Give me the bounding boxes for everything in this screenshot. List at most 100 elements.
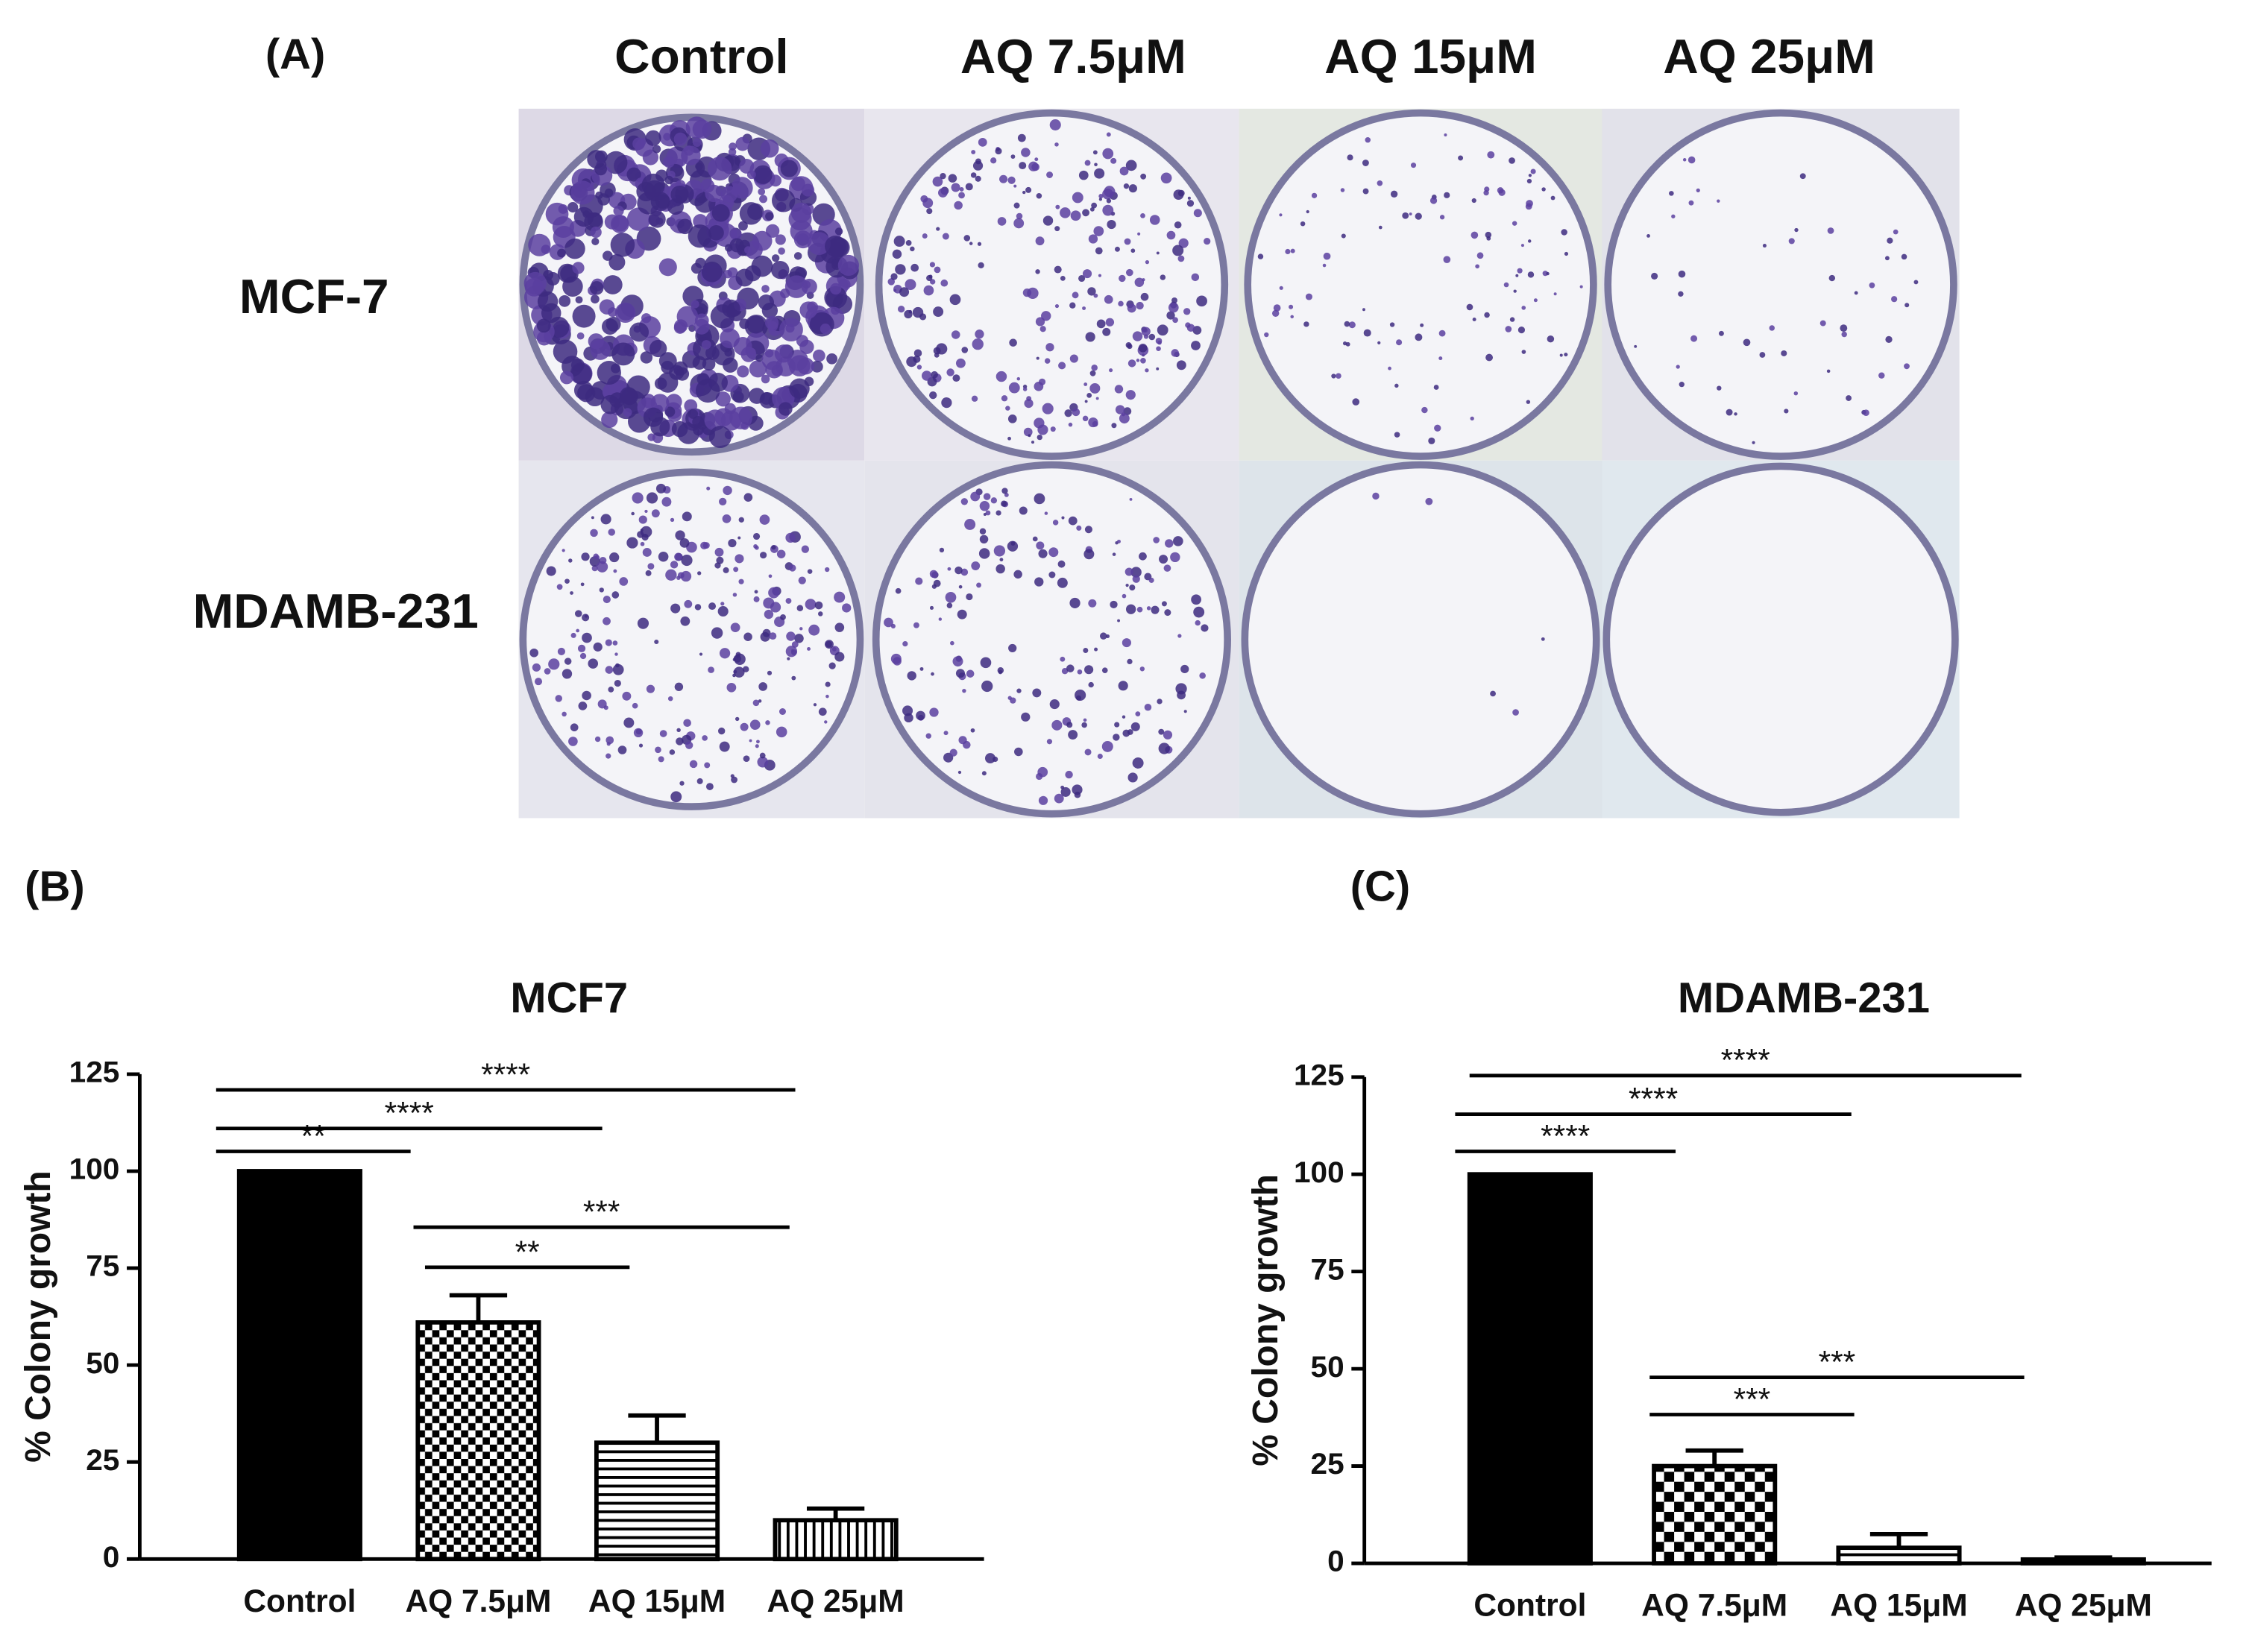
- colony: [1072, 192, 1083, 204]
- colony: [720, 602, 725, 606]
- colony: [658, 552, 669, 562]
- colony: [1485, 353, 1494, 362]
- colony: [1365, 136, 1371, 143]
- colony: [700, 178, 715, 193]
- colony: [808, 624, 820, 636]
- colony: [1788, 238, 1795, 245]
- colony: [1126, 268, 1133, 277]
- colony: [834, 622, 845, 632]
- colony: [760, 139, 779, 158]
- colony: [1527, 271, 1535, 278]
- y-tick-label: 100: [69, 1152, 120, 1186]
- colony: [995, 510, 1001, 516]
- colony: [910, 263, 919, 272]
- colony: [904, 713, 913, 723]
- colony: [1072, 784, 1083, 795]
- colony: [964, 519, 976, 530]
- colony: [789, 378, 810, 399]
- colony: [568, 737, 578, 746]
- colony: [733, 567, 739, 573]
- colony: [980, 657, 992, 669]
- colony: [1046, 739, 1053, 745]
- colony: [958, 192, 965, 199]
- colony: [1088, 599, 1097, 608]
- colony: [1158, 728, 1165, 735]
- colony: [580, 582, 585, 587]
- colony: [1553, 292, 1557, 296]
- colony: [1078, 274, 1086, 283]
- colony: [588, 333, 604, 350]
- plate-rim: [875, 109, 1229, 460]
- colony: [978, 262, 984, 269]
- colony: [1038, 795, 1048, 805]
- plate-photos: [518, 108, 1960, 819]
- colony: [1127, 729, 1133, 735]
- colony: [1564, 251, 1569, 256]
- colony: [1484, 312, 1490, 318]
- colony: [1007, 436, 1011, 441]
- colony: [608, 253, 626, 271]
- colony: [972, 338, 984, 350]
- colony: [780, 614, 786, 620]
- colony: [707, 157, 732, 181]
- colony: [640, 541, 645, 546]
- colony: [737, 365, 749, 378]
- colony: [1394, 432, 1400, 438]
- colony: [1533, 298, 1538, 303]
- colony: [597, 360, 621, 385]
- colony: [772, 254, 780, 262]
- colony: [1139, 666, 1145, 672]
- colony: [929, 570, 938, 578]
- colony: [1546, 271, 1550, 276]
- colony: [610, 233, 635, 257]
- colony: [581, 552, 590, 561]
- colony: [603, 596, 611, 604]
- colony: [985, 510, 991, 516]
- colony: [770, 260, 790, 280]
- colony: [680, 570, 692, 582]
- colony: [978, 138, 987, 147]
- colony: [1125, 160, 1137, 171]
- colony: [1046, 171, 1054, 178]
- colony: [536, 318, 551, 333]
- colony: [934, 352, 940, 358]
- x-tick-label: AQ 15μM: [588, 1583, 726, 1618]
- colony: [1201, 624, 1209, 632]
- colony: [604, 188, 614, 198]
- colony: [966, 669, 975, 678]
- colony: [1311, 192, 1318, 198]
- colony: [1696, 188, 1700, 192]
- colony: [1068, 422, 1073, 427]
- colony: [1028, 161, 1039, 171]
- colony: [726, 682, 737, 693]
- x-tick-label: Control: [243, 1583, 356, 1618]
- colony: [801, 278, 817, 295]
- colony: [699, 652, 703, 656]
- colony: [979, 501, 990, 511]
- colony: [1743, 338, 1751, 347]
- colony: [1425, 497, 1433, 505]
- colony: [1160, 172, 1172, 184]
- colony: [590, 529, 598, 537]
- colony: [775, 234, 786, 245]
- colony: [1036, 192, 1042, 199]
- colony: [685, 116, 708, 139]
- colony: [612, 640, 618, 646]
- colony: [645, 130, 661, 146]
- y-tick-label: 75: [86, 1249, 119, 1283]
- colony: [771, 545, 776, 550]
- colony: [617, 745, 627, 754]
- plate-rim: [1241, 461, 1600, 818]
- colony: [1068, 516, 1078, 526]
- colony: [1049, 699, 1060, 710]
- plate-rim: [872, 461, 1231, 818]
- colony: [919, 666, 924, 671]
- colony: [1049, 119, 1061, 131]
- colony: [925, 733, 931, 739]
- colony: [1087, 287, 1096, 296]
- colony: [1113, 734, 1120, 741]
- bar: [1652, 1463, 1778, 1566]
- colony: [1134, 277, 1145, 287]
- colony: [604, 151, 628, 174]
- colony: [1347, 154, 1353, 161]
